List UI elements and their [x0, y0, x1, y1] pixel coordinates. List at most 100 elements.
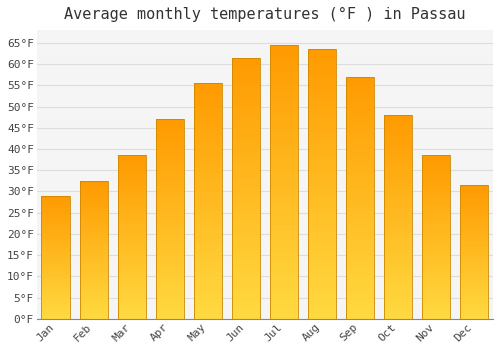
Bar	[346, 198, 374, 203]
Bar	[118, 231, 146, 234]
Bar	[80, 250, 108, 253]
Bar	[194, 140, 222, 145]
Bar	[42, 255, 70, 257]
Bar	[156, 279, 184, 283]
Bar	[156, 203, 184, 207]
Bar	[232, 314, 260, 319]
Bar	[118, 182, 146, 185]
Bar	[42, 215, 70, 218]
Bar	[422, 175, 450, 178]
Bar	[346, 125, 374, 130]
Bar	[346, 295, 374, 300]
Bar	[118, 302, 146, 306]
Bar	[118, 191, 146, 195]
Bar	[384, 241, 412, 245]
Bar	[346, 280, 374, 285]
Bar	[118, 247, 146, 250]
Bar	[118, 263, 146, 267]
Bar	[460, 225, 488, 228]
Bar	[422, 204, 450, 208]
Bar	[384, 294, 412, 299]
Bar	[42, 233, 70, 235]
Bar	[194, 290, 222, 295]
Bar	[42, 265, 70, 267]
Bar	[232, 199, 260, 204]
Bar	[422, 198, 450, 201]
Bar	[194, 93, 222, 97]
Bar	[232, 79, 260, 84]
Bar	[42, 230, 70, 233]
Bar	[118, 227, 146, 231]
Bar	[422, 195, 450, 198]
Bar	[422, 178, 450, 182]
Bar	[156, 315, 184, 319]
Bar	[118, 214, 146, 217]
Bar	[118, 240, 146, 244]
Bar	[156, 199, 184, 203]
Bar	[422, 159, 450, 162]
Bar	[422, 270, 450, 273]
Bar	[80, 239, 108, 241]
Bar	[156, 303, 184, 307]
Bar	[42, 307, 70, 309]
Bar	[118, 316, 146, 319]
Bar	[118, 162, 146, 165]
Bar	[308, 233, 336, 238]
Bar	[156, 239, 184, 243]
Bar	[194, 102, 222, 107]
Bar	[42, 208, 70, 210]
Bar	[308, 76, 336, 82]
Bar	[384, 209, 412, 213]
Bar	[384, 197, 412, 201]
Bar	[118, 204, 146, 208]
Bar	[384, 274, 412, 278]
Bar	[118, 211, 146, 214]
Bar	[232, 68, 260, 74]
Bar	[460, 196, 488, 198]
Bar	[42, 314, 70, 316]
Bar	[346, 91, 374, 96]
Bar	[384, 299, 412, 303]
Bar	[422, 165, 450, 168]
Bar	[118, 260, 146, 263]
Bar	[384, 135, 412, 140]
Bar	[232, 188, 260, 194]
Bar	[118, 188, 146, 191]
Bar	[194, 182, 222, 187]
Bar	[156, 275, 184, 279]
Bar	[80, 283, 108, 286]
Bar	[194, 83, 222, 88]
Bar	[422, 231, 450, 234]
Bar	[270, 154, 298, 160]
Bar	[118, 280, 146, 283]
Bar	[270, 226, 298, 231]
Bar	[42, 203, 70, 205]
Bar	[80, 233, 108, 236]
Bar	[308, 308, 336, 314]
Bar	[346, 101, 374, 106]
Bar	[232, 99, 260, 105]
Bar	[270, 89, 298, 94]
Bar	[308, 260, 336, 265]
Bar	[232, 162, 260, 167]
Bar	[308, 108, 336, 114]
Bar	[156, 291, 184, 295]
Bar	[118, 283, 146, 286]
Bar	[422, 289, 450, 293]
Bar	[156, 215, 184, 219]
Bar	[194, 126, 222, 130]
Bar	[384, 262, 412, 266]
Bar	[194, 314, 222, 319]
Bar	[80, 288, 108, 291]
Bar	[384, 176, 412, 180]
Bar	[80, 211, 108, 214]
Bar	[194, 201, 222, 206]
Bar	[308, 297, 336, 303]
Bar	[194, 215, 222, 220]
Bar	[232, 136, 260, 141]
Bar	[80, 313, 108, 316]
Bar	[308, 178, 336, 184]
Bar	[194, 276, 222, 281]
Bar	[308, 98, 336, 103]
Bar	[42, 245, 70, 247]
